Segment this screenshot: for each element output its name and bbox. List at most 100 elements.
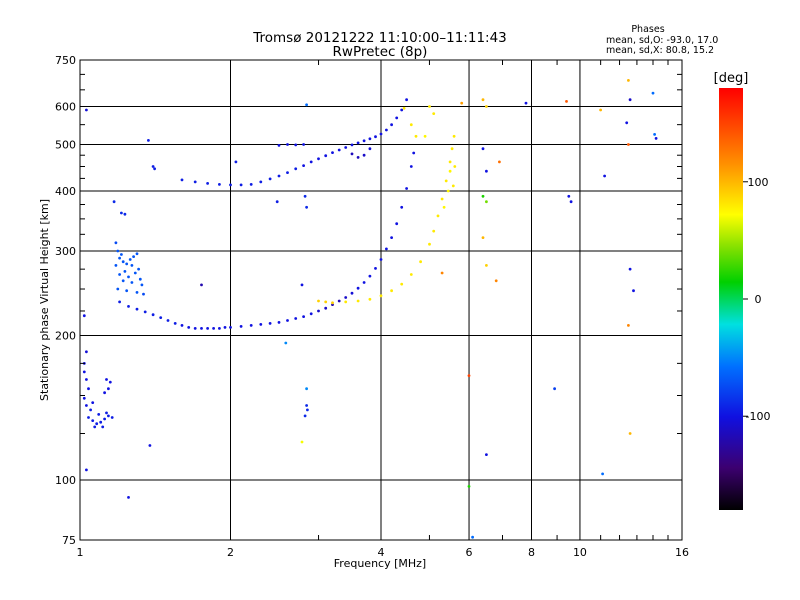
data-point-s3-6 (379, 294, 383, 298)
data-point-s0-8 (85, 404, 88, 407)
data-point-s1-5 (114, 264, 118, 267)
data-point-s2-13 (212, 327, 216, 330)
data-point-s3-16 (448, 160, 452, 164)
data-point-s1-17 (121, 279, 125, 283)
data-point-s5-11 (481, 194, 485, 198)
data-point-s2-17 (239, 325, 243, 328)
data-point-s2-1 (127, 305, 130, 308)
data-point-s4-17 (337, 148, 341, 152)
data-point-s0-44 (305, 404, 308, 407)
data-point-s5-18 (467, 374, 471, 377)
data-point-s5-31 (628, 98, 632, 102)
data-point-s2-37 (385, 247, 388, 251)
data-point-s0-18 (97, 413, 101, 416)
data-point-s4-18 (344, 146, 348, 149)
data-point-s4-2 (239, 183, 243, 187)
data-point-s5-24 (567, 194, 571, 198)
data-point-s2-43 (412, 151, 416, 155)
data-point-s5-13 (481, 236, 485, 240)
data-point-s0-22 (103, 391, 106, 395)
data-point-s4-21 (362, 139, 366, 143)
data-point-s4-30 (277, 144, 281, 147)
data-points (82, 79, 658, 539)
data-point-s3-15 (444, 179, 448, 183)
data-point-s1-6 (125, 262, 129, 266)
data-point-s3-0 (317, 299, 320, 303)
x-tick-label-3: 6 (466, 546, 473, 559)
data-point-s2-14 (218, 327, 221, 330)
data-point-s5-38 (651, 91, 655, 95)
data-point-s4-0 (259, 180, 263, 184)
x-tick-label-2: 4 (378, 546, 385, 559)
data-point-s5-16 (481, 147, 485, 151)
data-point-s3-18 (452, 134, 456, 138)
data-point-s1-18 (130, 281, 134, 284)
data-point-s5-12 (485, 200, 488, 204)
data-point-s0-28 (112, 200, 116, 204)
data-point-s0-32 (151, 165, 155, 168)
data-point-s0-34 (148, 444, 152, 447)
data-point-s3-9 (409, 273, 413, 276)
data-point-s1-2 (120, 253, 123, 256)
data-point-s3-12 (432, 229, 436, 233)
data-point-s1-1 (116, 249, 120, 253)
y-tick-label-5: 500 (55, 139, 76, 152)
data-point-s0-1 (82, 314, 86, 318)
data-point-s2-30 (344, 296, 348, 299)
data-point-s4-29 (405, 98, 408, 102)
data-point-s3-2 (331, 301, 334, 305)
data-point-s4-31 (286, 143, 289, 146)
data-point-s2-22 (286, 319, 289, 322)
data-point-s0-16 (110, 416, 114, 419)
grid-lines (79, 59, 683, 541)
data-point-s0-17 (105, 411, 108, 415)
data-point-s5-26 (553, 387, 556, 391)
data-point-s5-40 (654, 137, 658, 140)
data-point-s4-26 (390, 123, 393, 127)
data-point-s5-33 (627, 143, 630, 146)
data-point-s2-0 (118, 300, 121, 304)
data-point-s1-20 (116, 287, 120, 291)
data-point-s2-38 (390, 236, 393, 240)
data-point-s1-19 (140, 283, 144, 287)
data-point-s0-19 (93, 425, 97, 429)
data-point-s1-22 (135, 291, 139, 294)
data-point-s3-19 (448, 169, 452, 173)
data-point-s2-42 (409, 165, 413, 168)
data-point-s4-10 (286, 171, 289, 175)
data-point-s5-37 (628, 432, 632, 435)
data-point-s0-14 (103, 417, 106, 421)
data-point-s5-29 (601, 472, 604, 476)
data-point-s2-12 (206, 327, 210, 330)
data-point-s3-7 (390, 289, 393, 293)
data-point-s5-6 (440, 271, 444, 275)
x-tick-label-5: 10 (573, 546, 587, 559)
data-point-s3-4 (356, 299, 360, 303)
data-point-s3-10 (419, 260, 422, 264)
data-point-s5-36 (627, 324, 630, 327)
data-point-s0-35 (200, 283, 203, 287)
data-point-s0-21 (91, 401, 95, 404)
data-point-s2-21 (277, 321, 281, 324)
data-point-s1-12 (118, 273, 121, 276)
data-point-s4-14 (317, 157, 320, 161)
data-point-s2-19 (259, 323, 263, 326)
data-point-s5-28 (603, 174, 606, 178)
data-point-s5-15 (494, 279, 498, 283)
data-point-s3-22 (451, 184, 455, 188)
data-point-s2-16 (229, 326, 232, 329)
data-point-s4-16 (331, 151, 334, 155)
data-point-s1-15 (137, 267, 141, 271)
data-point-s3-1 (324, 300, 328, 304)
data-point-s5-2 (414, 134, 418, 138)
data-point-s5-7 (460, 101, 464, 105)
data-point-s0-42 (284, 341, 288, 345)
data-point-s0-20 (101, 425, 105, 429)
y-tick-label-7: 750 (55, 54, 76, 67)
data-point-s4-35 (356, 156, 360, 159)
data-point-s2-27 (324, 306, 328, 310)
data-point-s0-46 (303, 414, 307, 418)
data-point-s0-23 (107, 387, 110, 391)
y-tick-label-3: 300 (55, 245, 76, 258)
data-point-s0-31 (147, 139, 150, 142)
